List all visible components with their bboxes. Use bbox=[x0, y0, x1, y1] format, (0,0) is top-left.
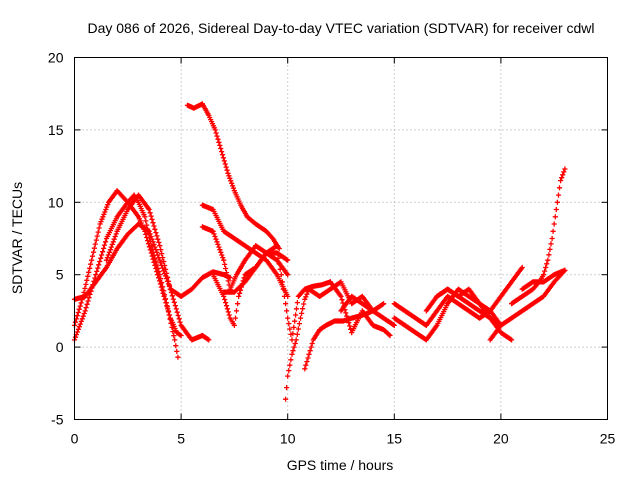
grid bbox=[74, 57, 608, 420]
y-tick-label: -5 bbox=[51, 412, 64, 428]
y-tick-label: 20 bbox=[48, 50, 64, 66]
data-point-marks bbox=[519, 267, 568, 292]
x-axis-label: GPS time / hours bbox=[287, 457, 394, 473]
plot-frame bbox=[74, 57, 608, 420]
data-point-marks bbox=[338, 293, 387, 314]
data-point-marks bbox=[487, 267, 568, 343]
x-tick-label: 10 bbox=[280, 431, 296, 447]
series-track-21 bbox=[509, 166, 568, 307]
data-point-marks bbox=[103, 192, 212, 343]
data-point-marks bbox=[327, 279, 393, 339]
series-track-15 bbox=[338, 293, 387, 314]
y-tick-label: 0 bbox=[56, 339, 64, 355]
data-marks bbox=[71, 101, 568, 402]
x-tick-label: 5 bbox=[177, 431, 185, 447]
data-point-marks bbox=[434, 286, 515, 343]
x-tick-labels: 0 5 10 15 20 25 bbox=[71, 431, 616, 447]
x-tick-label: 20 bbox=[493, 431, 509, 447]
series-track-5 bbox=[184, 101, 282, 252]
data-point-marks bbox=[184, 101, 282, 252]
data-point-marks bbox=[509, 166, 568, 307]
series-track-12 bbox=[302, 308, 376, 372]
y-tick-label: 5 bbox=[56, 267, 64, 283]
y-tick-label: 15 bbox=[48, 122, 64, 138]
data-point-marks bbox=[199, 202, 291, 299]
data-point-marks bbox=[274, 250, 333, 343]
series-track-20 bbox=[487, 267, 568, 343]
series-track-14 bbox=[327, 279, 393, 339]
x-tick-label: 15 bbox=[387, 431, 403, 447]
x-tick-label: 0 bbox=[71, 431, 79, 447]
series-track-19 bbox=[434, 286, 515, 343]
y-axis-label: SDTVAR / TECUs bbox=[9, 182, 25, 294]
y-tick-label: 10 bbox=[48, 194, 64, 210]
data-point-marks bbox=[283, 286, 312, 402]
axis-ticks bbox=[74, 57, 608, 420]
x-tick-label: 25 bbox=[600, 431, 616, 447]
series-track-4 bbox=[103, 192, 212, 343]
series-track-9 bbox=[221, 243, 280, 295]
series-track-11 bbox=[283, 286, 312, 402]
y-tick-labels: -5 0 5 10 15 20 bbox=[48, 50, 64, 428]
chart-title: Day 086 of 2026, Sidereal Day-to-day VTE… bbox=[87, 20, 594, 36]
data-point-marks bbox=[221, 243, 280, 295]
data-point-marks bbox=[302, 308, 376, 372]
series-track-22 bbox=[519, 267, 568, 292]
series-track-10 bbox=[274, 250, 333, 343]
series-track-6 bbox=[199, 202, 291, 299]
